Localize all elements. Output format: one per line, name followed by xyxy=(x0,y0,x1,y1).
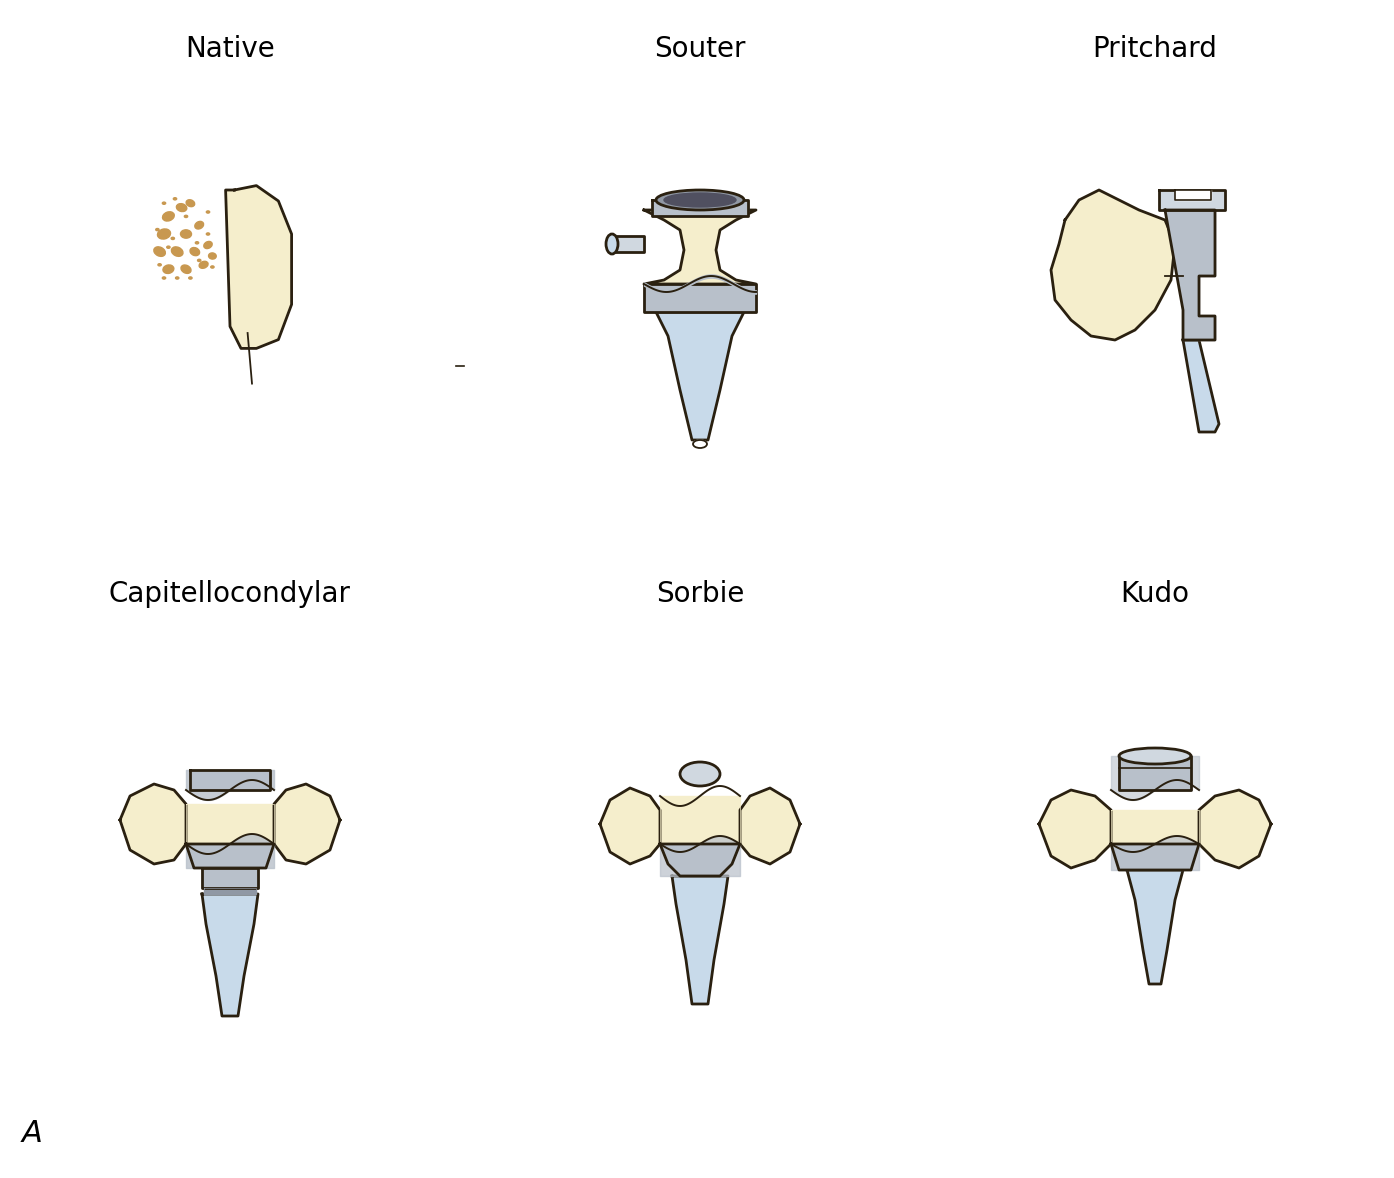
Ellipse shape xyxy=(156,229,159,231)
Ellipse shape xyxy=(210,266,215,269)
Ellipse shape xyxy=(181,265,191,273)
Ellipse shape xyxy=(162,203,166,204)
Ellipse shape xyxy=(1119,748,1190,765)
Ellipse shape xyxy=(171,247,183,257)
Ellipse shape xyxy=(204,241,212,249)
Polygon shape xyxy=(275,785,340,863)
Ellipse shape xyxy=(206,211,209,213)
Text: A: A xyxy=(22,1119,43,1149)
Ellipse shape xyxy=(171,237,174,239)
Ellipse shape xyxy=(158,229,170,239)
Ellipse shape xyxy=(180,230,191,238)
Polygon shape xyxy=(1111,843,1199,871)
Ellipse shape xyxy=(680,762,719,786)
Ellipse shape xyxy=(195,221,204,229)
Polygon shape xyxy=(740,788,800,863)
Ellipse shape xyxy=(209,253,216,259)
Polygon shape xyxy=(1051,190,1175,340)
Ellipse shape xyxy=(187,200,195,206)
Polygon shape xyxy=(1126,871,1184,984)
Polygon shape xyxy=(226,186,291,349)
Polygon shape xyxy=(202,868,258,888)
Ellipse shape xyxy=(158,264,162,266)
Ellipse shape xyxy=(657,190,744,210)
Polygon shape xyxy=(612,236,644,252)
Ellipse shape xyxy=(195,241,199,244)
Polygon shape xyxy=(1039,790,1111,868)
Ellipse shape xyxy=(162,277,166,279)
Ellipse shape xyxy=(190,247,199,256)
Polygon shape xyxy=(1158,190,1225,210)
Text: Sorbie: Sorbie xyxy=(655,580,744,608)
Polygon shape xyxy=(185,843,275,868)
Polygon shape xyxy=(599,788,659,863)
Ellipse shape xyxy=(184,216,188,218)
Polygon shape xyxy=(1175,190,1211,200)
Polygon shape xyxy=(202,894,258,1015)
Polygon shape xyxy=(190,770,270,790)
Ellipse shape xyxy=(606,234,618,254)
Ellipse shape xyxy=(176,277,178,279)
Ellipse shape xyxy=(153,247,166,257)
Polygon shape xyxy=(1184,340,1218,432)
Polygon shape xyxy=(672,876,728,1004)
Polygon shape xyxy=(657,312,744,441)
Polygon shape xyxy=(659,843,740,876)
Text: Souter: Souter xyxy=(654,35,746,62)
Polygon shape xyxy=(1165,210,1216,340)
Ellipse shape xyxy=(177,204,187,212)
Ellipse shape xyxy=(693,441,707,448)
Ellipse shape xyxy=(163,212,174,221)
Polygon shape xyxy=(120,785,185,863)
Text: Pritchard: Pritchard xyxy=(1093,35,1217,62)
Polygon shape xyxy=(644,210,756,284)
Polygon shape xyxy=(652,200,749,216)
Text: Native: Native xyxy=(185,35,275,62)
Ellipse shape xyxy=(167,246,170,249)
Ellipse shape xyxy=(173,198,177,200)
Ellipse shape xyxy=(206,233,209,236)
Polygon shape xyxy=(1119,756,1190,790)
Polygon shape xyxy=(1111,810,1199,843)
Polygon shape xyxy=(1199,790,1271,868)
Ellipse shape xyxy=(198,259,201,262)
Polygon shape xyxy=(659,796,740,843)
Polygon shape xyxy=(185,805,275,843)
Ellipse shape xyxy=(188,277,192,279)
Ellipse shape xyxy=(199,262,208,269)
Ellipse shape xyxy=(163,265,174,273)
Text: Kudo: Kudo xyxy=(1121,580,1189,608)
Ellipse shape xyxy=(664,193,736,207)
Text: Capitellocondylar: Capitellocondylar xyxy=(109,580,351,608)
Polygon shape xyxy=(644,284,756,312)
Polygon shape xyxy=(204,888,256,894)
